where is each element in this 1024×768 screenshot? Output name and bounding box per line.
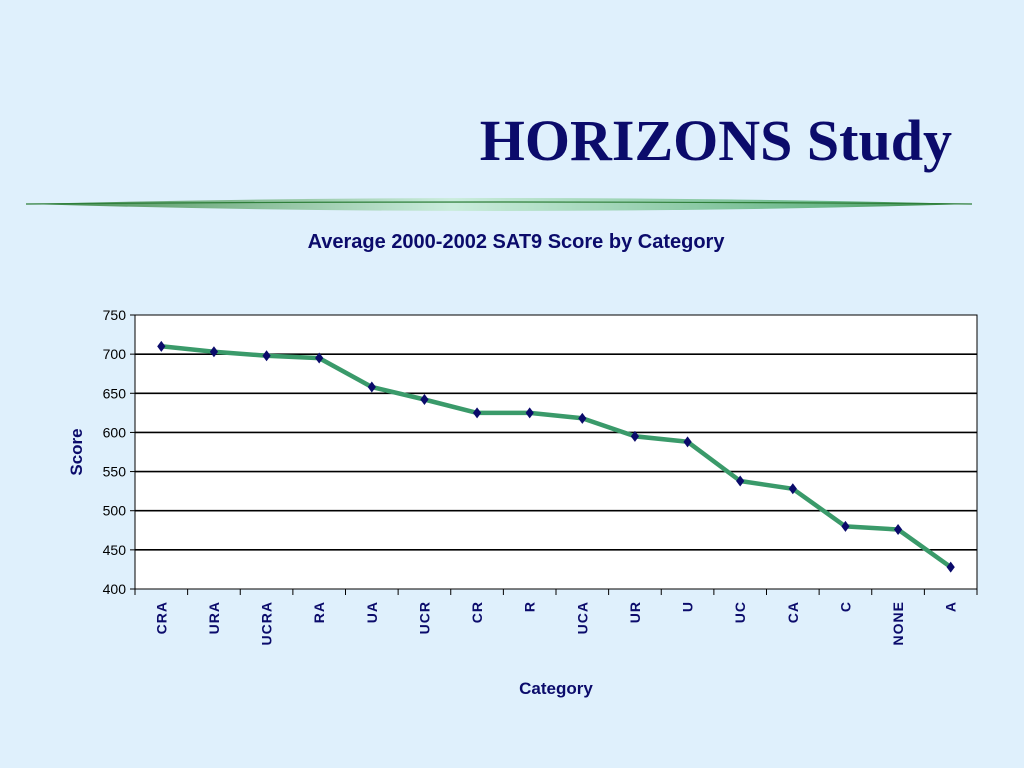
data-point (788, 483, 797, 495)
x-tick-label: UC (732, 601, 748, 623)
data-point (367, 381, 376, 393)
x-tick-label: UCR (416, 601, 432, 634)
chart-title: Average 2000-2002 SAT9 Score by Category (308, 231, 726, 253)
gridlines (135, 353, 977, 551)
data-point (893, 524, 903, 536)
data-point (683, 436, 692, 448)
y-tick-label: 750 (103, 307, 127, 323)
x-tick-label: UCA (574, 601, 590, 634)
x-tick-label: U (680, 601, 696, 612)
slide-title: HORIZONS Study (479, 108, 952, 173)
y-axis-ticks: 400 450 500 550 600 650 700 750 (103, 307, 135, 597)
x-axis-label: Category (519, 679, 593, 698)
data-point (946, 561, 955, 573)
x-tick-label: CRA (153, 601, 169, 634)
y-tick-label: 450 (103, 542, 127, 558)
data-point (420, 394, 429, 406)
y-tick-label: 550 (103, 464, 127, 480)
y-axis-label: Score (67, 428, 86, 475)
x-axis-ticks: CRA URA UCRA RA UA UCR CR R UCA UR U UC CA C NONE A (134, 589, 978, 645)
series-group (157, 340, 955, 573)
plot-area (134, 314, 978, 590)
x-tick-label: UR (627, 601, 643, 623)
data-point (525, 407, 534, 419)
data-point (841, 520, 850, 532)
x-tick-label: UCRA (259, 601, 275, 645)
x-tick-label: URA (206, 601, 222, 634)
series-line (161, 344, 953, 569)
data-point (472, 407, 482, 419)
x-tick-label: NONE (890, 601, 906, 645)
x-tick-label: C (837, 601, 853, 612)
y-tick-label: 650 (103, 385, 127, 401)
x-tick-label: CA (785, 601, 801, 623)
x-tick-label: A (943, 601, 959, 612)
y-tick-label: 700 (103, 346, 127, 362)
y-tick-label: 500 (103, 503, 127, 519)
x-tick-label: CR (469, 601, 485, 623)
data-point (630, 430, 640, 442)
x-tick-label: RA (311, 601, 327, 623)
y-tick-label: 600 (103, 424, 127, 440)
data-point (209, 346, 219, 358)
data-point (315, 352, 324, 364)
title-underline-swoosh (25, 198, 973, 211)
data-point (262, 350, 271, 362)
y-tick-label: 400 (103, 581, 127, 597)
x-tick-label: UA (364, 601, 380, 623)
data-point (157, 340, 166, 352)
data-point (578, 412, 587, 424)
line-chart: Average 2000-2002 SAT9 Score by Category… (67, 231, 978, 698)
data-point (736, 475, 745, 487)
x-tick-label: R (522, 601, 538, 612)
